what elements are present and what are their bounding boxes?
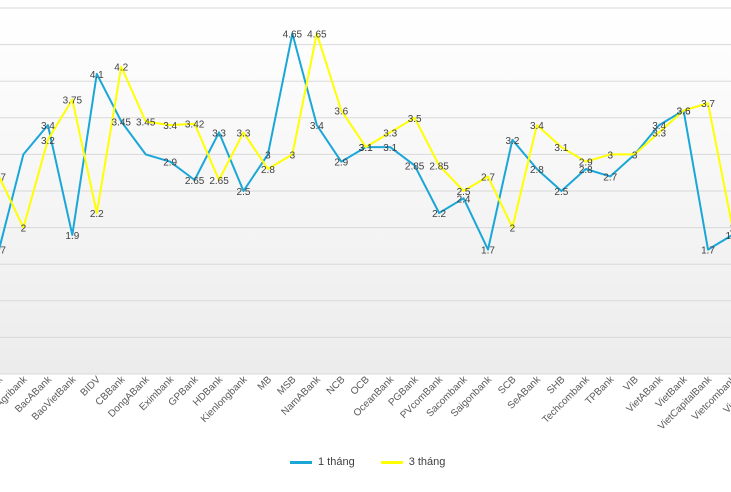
data-label: 3.1 xyxy=(383,143,397,154)
data-label: 3.4 xyxy=(530,121,544,132)
data-label: 3.45 xyxy=(136,117,156,128)
series-line-1 xyxy=(0,32,731,251)
data-label: 3.45 xyxy=(112,117,132,128)
data-label: 2.2 xyxy=(432,209,446,220)
data-label: 3.4 xyxy=(652,121,666,132)
data-label: 2.7 xyxy=(603,172,617,183)
data-label: 3.42 xyxy=(185,120,205,131)
data-label: 3.6 xyxy=(677,106,691,117)
data-label: 2.65 xyxy=(209,176,229,187)
data-label: 3 xyxy=(607,150,613,161)
data-label: 3.3 xyxy=(383,128,397,139)
data-label: 2.8 xyxy=(530,165,544,176)
data-label: 2.7 xyxy=(0,172,6,183)
legend: 1 tháng 3 tháng xyxy=(290,456,445,468)
data-label: 2.2 xyxy=(90,209,104,220)
legend-item-1-thang: 1 tháng xyxy=(290,456,355,468)
data-label: 1.7 xyxy=(481,246,495,257)
data-label: 3.1 xyxy=(359,143,373,154)
data-label: 2.9 xyxy=(579,158,593,169)
data-label: 2.5 xyxy=(237,187,251,198)
data-label: 3.4 xyxy=(163,121,177,132)
data-label: 3.75 xyxy=(63,96,83,107)
data-label: 3.4 xyxy=(41,121,55,132)
x-tick-label: VIB xyxy=(622,374,641,393)
legend-label-1-thang: 1 tháng xyxy=(318,456,355,468)
legend-swatch-1-thang xyxy=(290,460,312,464)
series-line-2 xyxy=(0,32,731,229)
data-label: 3.3 xyxy=(237,128,251,139)
data-label: 3.7 xyxy=(701,99,715,110)
data-label: 3 xyxy=(632,150,638,161)
data-label: 3.5 xyxy=(408,114,422,125)
series-lines xyxy=(0,32,731,251)
data-label: 3 xyxy=(265,150,271,161)
data-label: 1.7 xyxy=(701,246,715,257)
data-label: 1.9 xyxy=(65,231,79,242)
data-label: 3.2 xyxy=(505,136,519,147)
data-label: 1.9 xyxy=(726,231,731,242)
data-label: 3.2 xyxy=(41,136,55,147)
data-label: 2 xyxy=(21,224,27,235)
data-label: 2.85 xyxy=(405,161,425,172)
data-label: 2.65 xyxy=(185,176,205,187)
gridlines xyxy=(0,7,731,375)
data-label: 1.7 xyxy=(0,246,6,257)
data-label: 2.9 xyxy=(163,158,177,169)
data-label: 4.2 xyxy=(114,63,128,74)
data-label: 2.8 xyxy=(579,165,593,176)
x-tick-label: NCB xyxy=(325,374,348,397)
data-label: 2 xyxy=(510,224,516,235)
data-label: 2.7 xyxy=(481,172,495,183)
data-label: 2.85 xyxy=(429,161,449,172)
data-label: 3.3 xyxy=(652,128,666,139)
data-label: 3.4 xyxy=(310,121,324,132)
legend-item-3-thang: 3 tháng xyxy=(380,456,446,468)
data-label: 3 xyxy=(290,150,296,161)
x-tick-label: MB xyxy=(256,374,275,393)
data-label: 4.1 xyxy=(90,70,104,81)
data-label: 3.6 xyxy=(334,106,348,117)
data-label: 2.5 xyxy=(457,187,471,198)
data-label: 3.1 xyxy=(554,143,568,154)
data-label: 4.65 xyxy=(307,30,327,41)
data-label: 2.5 xyxy=(554,187,568,198)
legend-swatch-3-thang xyxy=(380,460,403,464)
data-label: 3.3 xyxy=(212,128,226,139)
data-label: 3.6 xyxy=(677,106,691,117)
data-labels: 1.7 3.4 1.9 4.1 3.45 2.9 2.65 3.3 2.5 3 4.65 3.4 2.9… xyxy=(0,30,731,257)
legend-label-3-thang: 3 tháng xyxy=(408,456,446,468)
data-label: 2.4 xyxy=(457,194,471,205)
data-label: 2.9 xyxy=(334,158,348,169)
data-label: 3.1 xyxy=(359,143,373,154)
data-label: 2 xyxy=(730,224,731,235)
data-label: 4.65 xyxy=(283,30,303,41)
data-label: 2.8 xyxy=(261,165,275,176)
